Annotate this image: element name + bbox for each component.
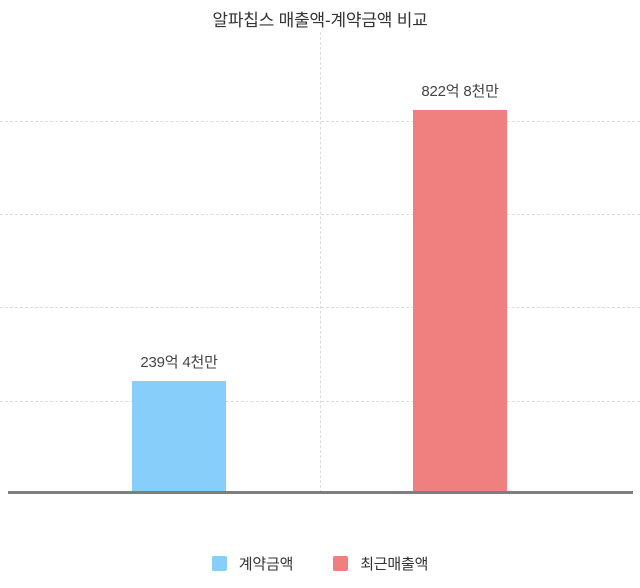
bar-value-label-revenue: 822억 8천만	[421, 83, 499, 100]
legend-swatch-red	[333, 556, 349, 571]
legend-label-recent-revenue: 최근매출액	[360, 556, 429, 573]
bar-value-label-contract: 239억 4천만	[140, 354, 218, 371]
legend-item-recent-revenue[interactable]: 최근매출액	[333, 553, 428, 574]
vertical-gridline	[320, 32, 321, 493]
bar-recent-revenue[interactable]	[413, 110, 507, 493]
x-axis-line	[8, 491, 633, 494]
chart-legend: 계약금액 최근매출액	[0, 553, 640, 574]
chart-title: 알파칩스 매출액-계약금액 비교	[212, 11, 428, 30]
bar-contract-amount[interactable]	[132, 381, 226, 493]
legend-item-contract-amount[interactable]: 계약금액	[211, 553, 294, 574]
legend-swatch-blue	[211, 556, 227, 571]
legend-label-contract-amount: 계약금액	[238, 556, 294, 573]
